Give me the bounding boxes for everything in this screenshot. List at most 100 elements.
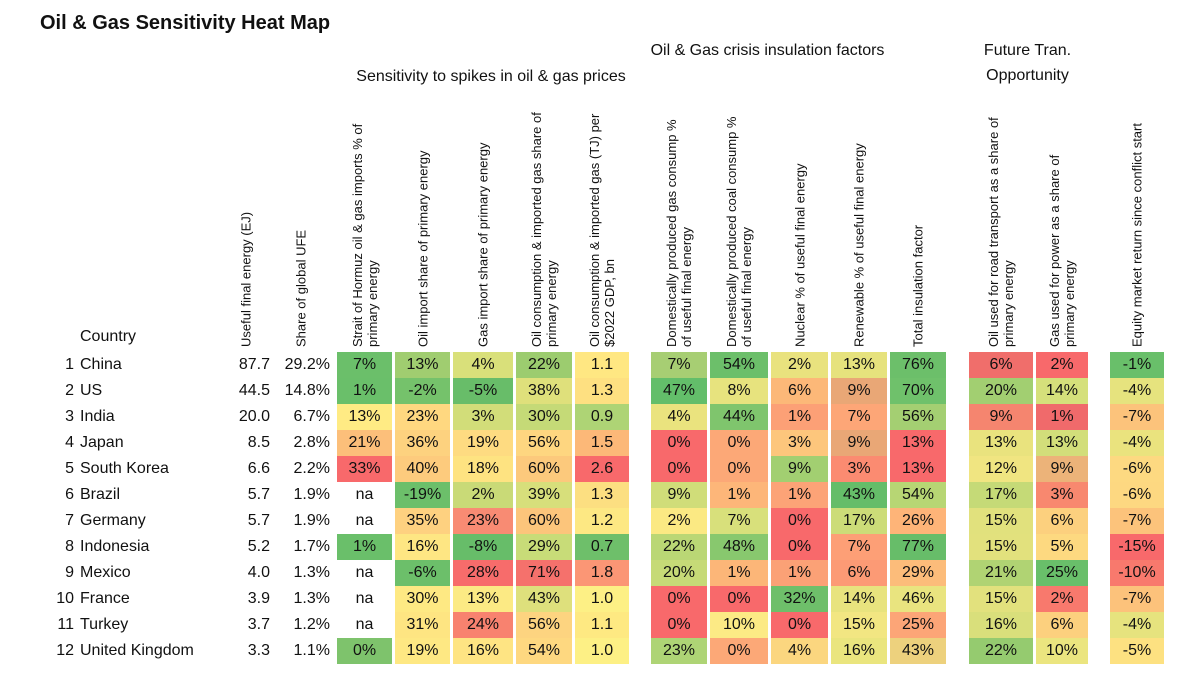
row-value: 5.7	[247, 512, 270, 529]
heatmap-cell: 35%	[395, 508, 450, 534]
heatmap-cell: 9%	[651, 482, 707, 508]
heatmap-cell: 2%	[1036, 586, 1088, 612]
heatmap-cell: na	[337, 586, 392, 612]
column-header-label: Oil consumption & imported gas (TJ) per …	[587, 113, 617, 347]
row-country: Germany	[80, 512, 146, 529]
row-rank: 7	[65, 512, 74, 529]
row-value: 1.2%	[293, 616, 330, 633]
heatmap-cell: 1.2	[575, 508, 629, 534]
heatmap-cell: 15%	[969, 508, 1033, 534]
heatmap-gutter	[1091, 378, 1107, 404]
row-value: 5.2	[247, 538, 270, 555]
heatmap-cell: 1%	[771, 560, 828, 586]
heatmap-gutter	[1091, 560, 1107, 586]
heatmap-cell: -6%	[395, 560, 450, 586]
heatmap-cell: -19%	[395, 482, 450, 508]
heatmap-cell: 7%	[831, 534, 887, 560]
row-value: 3.7	[247, 616, 270, 633]
heatmap-cell: 10%	[1036, 638, 1088, 664]
heatmap-cell: 23%	[395, 404, 450, 430]
heatmap-cell: -2%	[395, 378, 450, 404]
heatmap-cell: 54%	[890, 482, 946, 508]
heatmap-cell: 22%	[969, 638, 1033, 664]
heatmap-cell: 9%	[969, 404, 1033, 430]
heatmap-cell: -5%	[1110, 638, 1164, 664]
heatmap-cell: -7%	[1110, 404, 1164, 430]
heatmap-gutter	[949, 508, 965, 534]
heatmap-gutter	[949, 456, 965, 482]
heatmap-cell: 7%	[710, 508, 768, 534]
heatmap-cell: na	[337, 612, 392, 638]
heatmap-cell: 0.9	[575, 404, 629, 430]
heatmap-cell: 0%	[771, 612, 828, 638]
heatmap-cell: 1%	[1036, 404, 1088, 430]
heatmap-cell: 32%	[771, 586, 828, 612]
heatmap-cell: 22%	[516, 352, 572, 378]
heatmap-gutter	[1091, 638, 1107, 664]
heatmap-gutter	[632, 404, 648, 430]
heatmap-cell: 44%	[710, 404, 768, 430]
heatmap-cell: 1.0	[575, 638, 629, 664]
heatmap-gutter	[632, 352, 648, 378]
heatmap-gutter	[632, 638, 648, 664]
column-header-label: Gas import share of primary energy	[475, 142, 491, 347]
heatmap-gutter	[1091, 456, 1107, 482]
heatmap-cell: 26%	[890, 508, 946, 534]
heatmap-cell: 23%	[651, 638, 707, 664]
row-value: 44.5	[238, 382, 270, 399]
heatmap-cell: 43%	[516, 586, 572, 612]
heatmap-cell: 0%	[710, 430, 768, 456]
heatmap-cell: 40%	[395, 456, 450, 482]
heatmap-cell: 1.5	[575, 430, 629, 456]
heatmap-cell: 1%	[337, 378, 392, 404]
heatmap-cell: 16%	[395, 534, 450, 560]
heatmap-cell: 1%	[771, 404, 828, 430]
heatmap-cell: 20%	[969, 378, 1033, 404]
heatmap-cell: -8%	[453, 534, 513, 560]
heatmap-gutter	[632, 534, 648, 560]
heatmap-cell: 60%	[516, 456, 572, 482]
heatmap-gutter	[949, 404, 965, 430]
row-country: US	[80, 382, 103, 399]
row-rank: 12	[56, 642, 74, 659]
heatmap-cell: 24%	[453, 612, 513, 638]
heatmap-cell: 10%	[710, 612, 768, 638]
heatmap-cell: 19%	[453, 430, 513, 456]
heatmap-cell: 19%	[395, 638, 450, 664]
column-header-label: Oil consumption & imported gas share of …	[529, 112, 559, 347]
heatmap-cell: -10%	[1110, 560, 1164, 586]
row-country: China	[80, 356, 122, 373]
row-rank: 5	[65, 460, 74, 477]
row-value: 2.2%	[293, 460, 330, 477]
heatmap-cell: 6%	[1036, 612, 1088, 638]
column-header-label: Total insulation factor	[910, 224, 926, 347]
heatmap-cell: 3%	[771, 430, 828, 456]
heatmap-cell: 7%	[337, 352, 392, 378]
heatmap-cell: 0%	[771, 508, 828, 534]
heatmap-cell: 6%	[1036, 508, 1088, 534]
heatmap-cell: 48%	[710, 534, 768, 560]
heatmap-cell: 56%	[516, 430, 572, 456]
heatmap-cell: 17%	[831, 508, 887, 534]
heatmap-gutter	[949, 638, 965, 664]
heatmap-cell: 5%	[1036, 534, 1088, 560]
row-value: 1.1%	[293, 642, 330, 659]
group-label-future-text: Future Tran. Opportunity	[983, 42, 1072, 84]
heatmap-gutter	[632, 430, 648, 456]
group-label-sensitivity: Sensitivity to spikes in oil & gas price…	[356, 68, 626, 85]
row-value: 3.9	[247, 590, 270, 607]
heatmap-cell: 1.1	[575, 352, 629, 378]
row-country: Brazil	[80, 486, 121, 503]
column-header-label: Share of global UFE	[293, 229, 309, 347]
heatmap-cell: 30%	[516, 404, 572, 430]
heatmap-cell: -7%	[1110, 586, 1164, 612]
heatmap-cell: 9%	[831, 378, 887, 404]
heatmap-gutter	[1091, 430, 1107, 456]
heatmap-cell: 2%	[651, 508, 707, 534]
column-header: Oil used for road transport as a share o…	[986, 107, 1016, 347]
heatmap-cell: -5%	[453, 378, 513, 404]
heatmap-cell: 31%	[395, 612, 450, 638]
heatmap-cell: 14%	[831, 586, 887, 612]
heatmap-cell: 6%	[969, 352, 1033, 378]
row-value: 87.7	[238, 356, 270, 373]
